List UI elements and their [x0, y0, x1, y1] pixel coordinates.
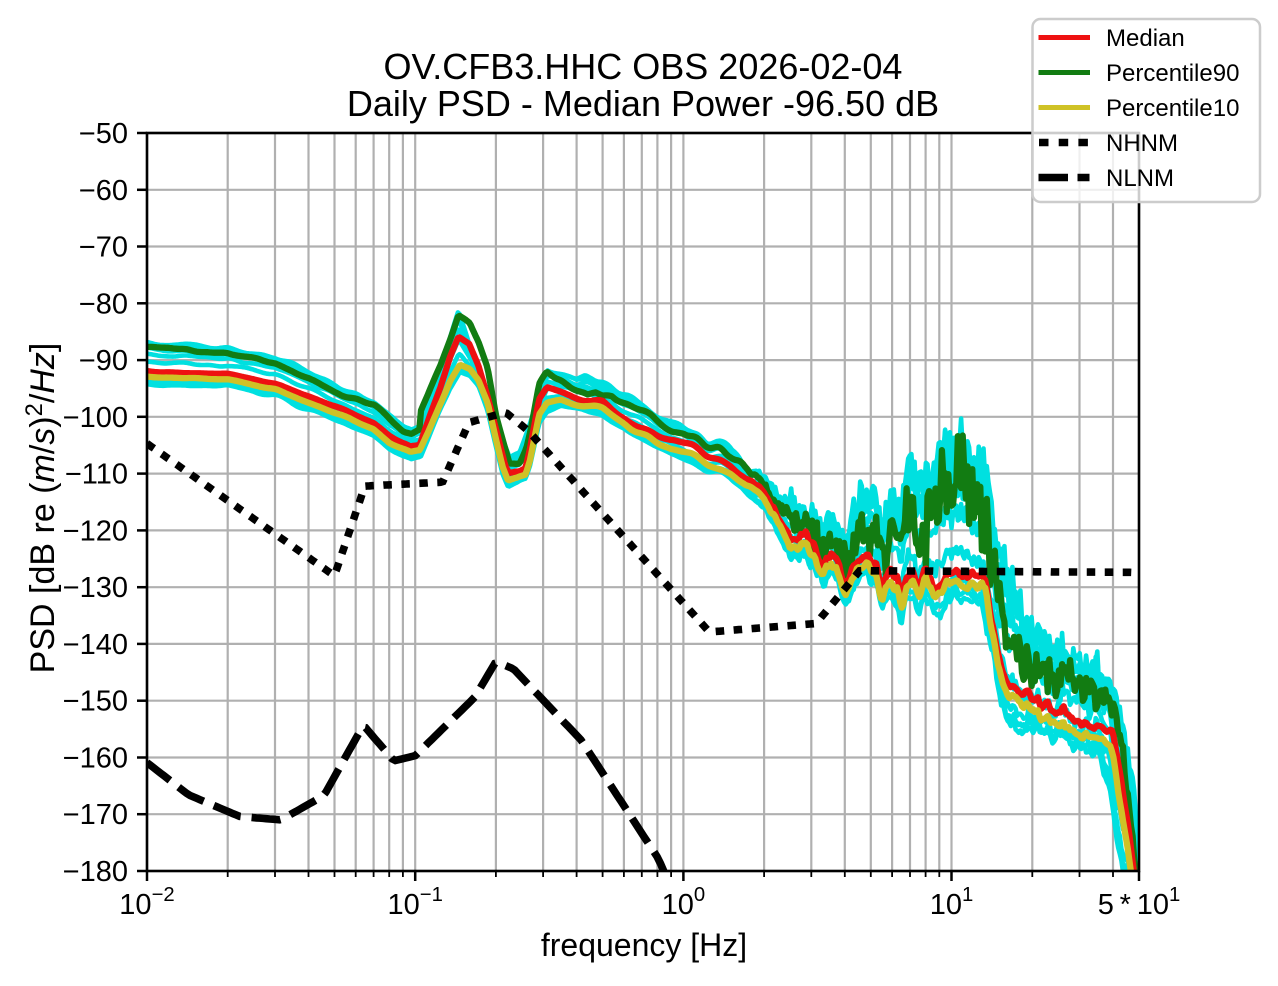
svg-text:NLNM: NLNM [1106, 165, 1174, 192]
svg-text:−50: −50 [79, 118, 128, 150]
svg-text:10−1: 10−1 [388, 884, 443, 921]
svg-text:OV.CFB3.HHC OBS 2026-02-04: OV.CFB3.HHC OBS 2026-02-04 [384, 46, 903, 87]
svg-text:−80: −80 [79, 288, 128, 320]
svg-text:−170: −170 [63, 799, 128, 831]
svg-text:−60: −60 [79, 175, 128, 207]
svg-text:−130: −130 [63, 572, 128, 604]
svg-text:−100: −100 [63, 402, 128, 434]
svg-text:−120: −120 [63, 515, 128, 547]
svg-text:−110: −110 [65, 459, 128, 491]
svg-text:Median: Median [1106, 25, 1185, 52]
svg-text:NHNM: NHNM [1106, 130, 1178, 157]
svg-text:Daily PSD - Median Power -96.5: Daily PSD - Median Power -96.50 dB [347, 83, 939, 124]
svg-text:frequency [Hz]: frequency [Hz] [541, 927, 747, 963]
svg-text:−150: −150 [63, 686, 128, 718]
svg-text:−180: −180 [63, 856, 128, 888]
svg-text:−160: −160 [63, 743, 128, 775]
svg-text:PSD [dB re (m/s)2/Hz]: PSD [dB re (m/s)2/Hz] [21, 343, 62, 674]
svg-text:Percentile10: Percentile10 [1106, 95, 1239, 122]
svg-text:5 * 101: 5 * 101 [1098, 884, 1181, 921]
svg-text:Percentile90: Percentile90 [1106, 60, 1239, 87]
svg-text:−70: −70 [79, 232, 128, 264]
svg-text:−140: −140 [63, 629, 128, 661]
svg-text:−90: −90 [79, 345, 128, 377]
